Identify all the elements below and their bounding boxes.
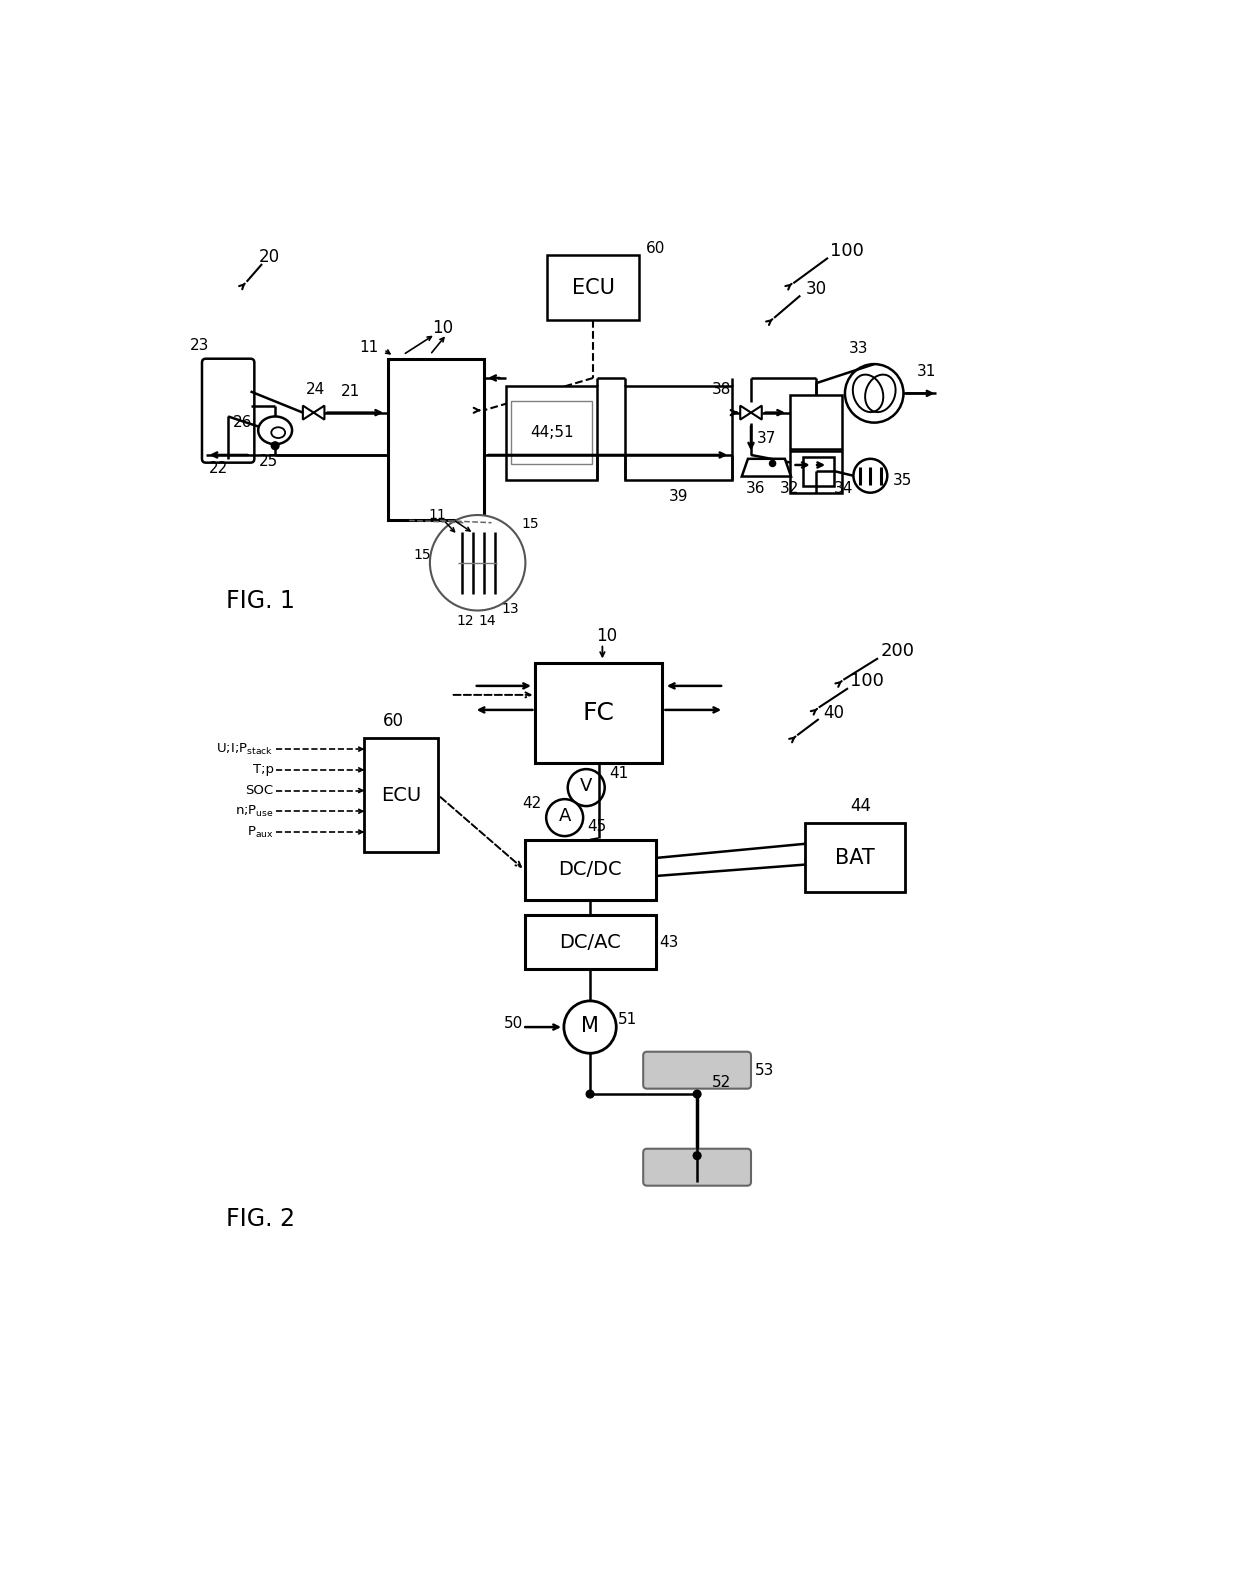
Text: 34: 34 <box>833 482 853 496</box>
Text: 52: 52 <box>712 1076 732 1090</box>
Text: 22: 22 <box>208 461 228 477</box>
Text: V: V <box>580 778 593 795</box>
Text: 12: 12 <box>456 613 474 627</box>
Text: SOC: SOC <box>246 784 274 797</box>
Text: U;I;P$_{\rm stack}$: U;I;P$_{\rm stack}$ <box>216 741 274 757</box>
Text: A: A <box>558 808 570 825</box>
Text: 42: 42 <box>523 797 542 811</box>
Bar <box>525 840 656 900</box>
Text: 100: 100 <box>831 242 864 260</box>
Bar <box>511 401 593 464</box>
Text: 15: 15 <box>413 548 432 562</box>
Bar <box>790 394 842 448</box>
Text: 26: 26 <box>233 415 252 431</box>
Text: 10: 10 <box>433 318 454 337</box>
Polygon shape <box>740 406 751 420</box>
Text: 35: 35 <box>893 474 913 488</box>
Text: 32: 32 <box>780 482 800 496</box>
Text: 15: 15 <box>521 518 539 531</box>
Text: 60: 60 <box>646 241 665 257</box>
Circle shape <box>564 1001 616 1053</box>
Text: ECU: ECU <box>572 277 615 298</box>
Bar <box>625 385 732 480</box>
Text: 51: 51 <box>618 1012 636 1026</box>
Text: 40: 40 <box>823 703 844 722</box>
Text: 14: 14 <box>479 613 496 627</box>
Text: 60: 60 <box>383 713 404 730</box>
Text: 36: 36 <box>746 482 765 496</box>
Text: 31: 31 <box>916 364 936 379</box>
Circle shape <box>430 515 526 610</box>
Ellipse shape <box>258 417 293 444</box>
Ellipse shape <box>272 428 285 439</box>
Bar <box>536 662 662 763</box>
Text: 41: 41 <box>609 767 629 781</box>
FancyBboxPatch shape <box>202 358 254 463</box>
Text: 20: 20 <box>259 249 280 266</box>
Polygon shape <box>314 406 325 420</box>
Text: M: M <box>582 1015 599 1036</box>
FancyBboxPatch shape <box>644 1052 751 1088</box>
Bar <box>790 451 842 494</box>
Text: 23: 23 <box>190 337 210 353</box>
Text: 44;51: 44;51 <box>529 425 573 440</box>
Text: ECU: ECU <box>381 786 422 805</box>
Text: 24: 24 <box>305 382 325 398</box>
Bar <box>547 255 640 320</box>
Text: 39: 39 <box>668 489 688 504</box>
Text: 11: 11 <box>429 508 446 523</box>
Circle shape <box>587 1090 594 1098</box>
Bar <box>525 916 656 969</box>
Circle shape <box>272 442 279 450</box>
Circle shape <box>693 1090 701 1098</box>
Text: P$_{\rm aux}$: P$_{\rm aux}$ <box>247 824 274 840</box>
Text: 10: 10 <box>595 627 616 645</box>
Text: 53: 53 <box>754 1063 774 1079</box>
Text: FIG. 2: FIG. 2 <box>226 1207 295 1231</box>
Text: 33: 33 <box>849 341 868 356</box>
Text: 43: 43 <box>660 935 680 950</box>
Text: DC/AC: DC/AC <box>559 933 621 952</box>
Polygon shape <box>751 406 761 420</box>
Text: BAT: BAT <box>835 847 875 868</box>
Bar <box>805 824 905 892</box>
Text: FC: FC <box>583 700 615 725</box>
Text: 100: 100 <box>849 672 883 691</box>
Text: n;P$_{\rm use}$: n;P$_{\rm use}$ <box>234 803 274 819</box>
Polygon shape <box>742 459 791 477</box>
Circle shape <box>853 459 888 493</box>
Circle shape <box>844 364 904 423</box>
Text: DC/DC: DC/DC <box>558 860 622 879</box>
Bar <box>506 385 596 480</box>
Bar <box>804 456 835 486</box>
Circle shape <box>568 770 605 806</box>
Polygon shape <box>303 406 314 420</box>
Text: FIG. 1: FIG. 1 <box>226 589 295 613</box>
Text: 11: 11 <box>360 339 378 355</box>
Circle shape <box>770 461 776 467</box>
Text: T;p: T;p <box>253 763 274 776</box>
Bar <box>365 738 439 852</box>
Text: 50: 50 <box>503 1015 523 1031</box>
FancyBboxPatch shape <box>644 1148 751 1186</box>
Circle shape <box>693 1152 701 1159</box>
Text: 200: 200 <box>880 642 914 661</box>
Text: 30: 30 <box>806 280 827 298</box>
Text: 38: 38 <box>712 382 732 398</box>
Circle shape <box>546 800 583 836</box>
Text: 25: 25 <box>259 453 279 469</box>
Text: 13: 13 <box>501 602 518 616</box>
Text: 45: 45 <box>588 819 606 835</box>
Bar <box>388 358 484 521</box>
Text: 21: 21 <box>341 383 361 399</box>
Text: 37: 37 <box>756 431 776 445</box>
Text: 44: 44 <box>851 797 872 816</box>
